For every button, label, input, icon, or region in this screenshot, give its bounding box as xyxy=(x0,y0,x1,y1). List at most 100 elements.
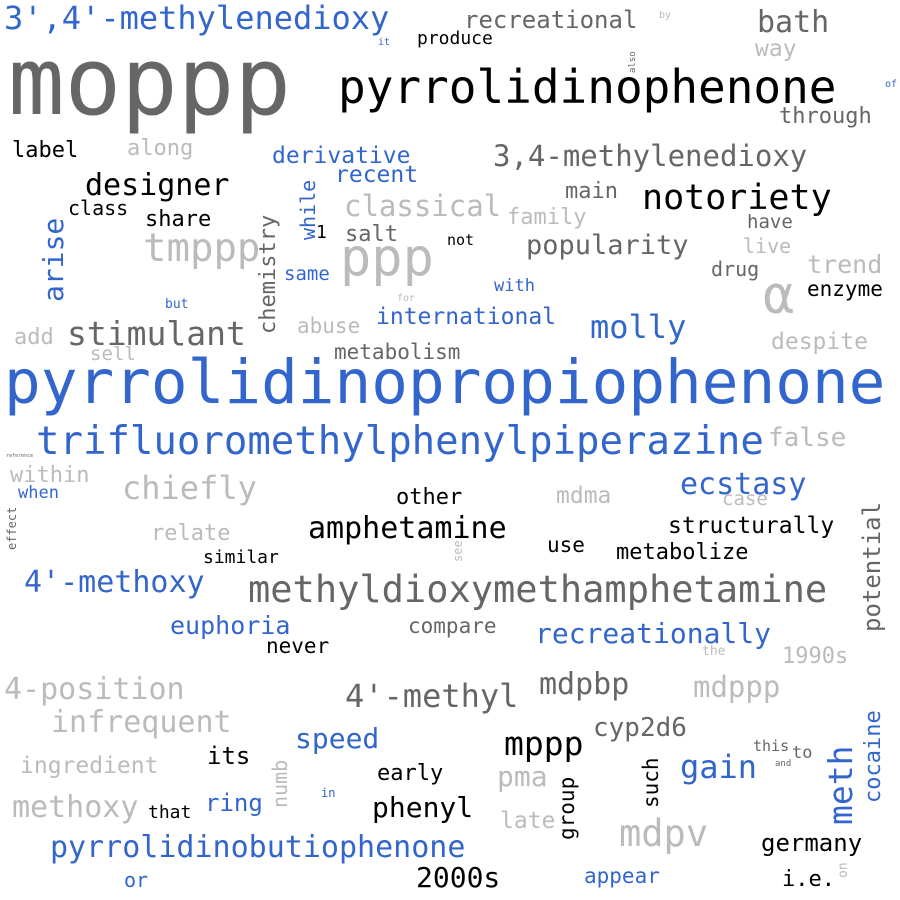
word-pma: pma xyxy=(497,760,548,793)
word-3-4-methylenedioxy-prime: 3',4'-methylenedioxy xyxy=(4,0,390,37)
word-abuse: abuse xyxy=(297,314,361,338)
word-along: along xyxy=(127,136,194,161)
word-numb: numb xyxy=(268,759,292,808)
word-such: such xyxy=(639,757,663,808)
word-way: way xyxy=(755,36,797,62)
word-it: it xyxy=(378,37,391,48)
word-germany: germany xyxy=(761,829,863,857)
word-not: not xyxy=(447,231,475,249)
word-mdpv: mdpv xyxy=(619,812,709,855)
word-metabolism: metabolism xyxy=(334,340,461,364)
word-when: when xyxy=(18,483,59,503)
word-arise: arise xyxy=(37,217,70,302)
word-to: to xyxy=(792,743,813,763)
word-mdppp: mdppp xyxy=(693,670,781,704)
word-relate: relate xyxy=(151,521,231,546)
word-this: this xyxy=(753,737,790,755)
word-potential: potential xyxy=(858,501,886,632)
word-derivative: derivative xyxy=(272,143,411,169)
word-alpha: α xyxy=(763,266,795,326)
word-4-methoxy: 4'-methoxy xyxy=(24,565,205,600)
word-designer: designer xyxy=(85,168,230,203)
word-for: for xyxy=(397,293,416,304)
word-in: in xyxy=(321,786,336,800)
word-gain: gain xyxy=(680,748,758,786)
word-while: while xyxy=(296,179,320,240)
word-and: and xyxy=(775,759,792,769)
word-produce: produce xyxy=(417,28,493,49)
word-same: same xyxy=(284,263,330,285)
word-within: within xyxy=(10,463,90,488)
word-phenyl: phenyl xyxy=(372,791,474,824)
word-case: case xyxy=(722,488,768,510)
word-4-position: 4-position xyxy=(4,672,185,707)
word-compare: compare xyxy=(408,614,497,638)
word-similar: similar xyxy=(203,547,279,568)
word-see: see xyxy=(451,540,465,562)
word-ring: ring xyxy=(205,789,263,817)
word-infrequent: infrequent xyxy=(51,705,232,740)
word-effect: effect xyxy=(5,506,19,550)
word-methyldioxymethamphetamine: methyldioxymethamphetamine xyxy=(248,568,828,611)
word-by: by xyxy=(659,10,672,21)
word-on: on xyxy=(836,862,851,878)
word-speed: speed xyxy=(295,722,380,755)
word-moppp: moppp xyxy=(8,28,291,137)
word-molly: molly xyxy=(590,308,687,346)
word-pyrrolidinobutiophenone: pyrrolidinobutiophenone xyxy=(50,830,466,865)
word-ingredient: ingredient xyxy=(20,753,159,779)
word-with: with xyxy=(494,276,535,296)
word-4-methyl: 4'-methyl xyxy=(345,677,519,715)
word-share: share xyxy=(145,207,212,232)
word-its: its xyxy=(207,742,251,770)
word-recent: recent xyxy=(335,162,419,188)
word-appear: appear xyxy=(584,864,660,888)
word-add: add xyxy=(14,325,54,350)
word-classical: classical xyxy=(344,189,502,223)
word-false: false xyxy=(768,423,847,453)
word-recreational: recreational xyxy=(464,6,638,34)
word-despite: despite xyxy=(771,329,868,355)
word-ecstasy: ecstasy xyxy=(680,467,807,502)
word-mdpbp: mdpbp xyxy=(539,667,630,702)
word-ppp: ppp xyxy=(340,228,434,288)
word-ie: i.e. xyxy=(782,867,835,892)
word-drug: drug xyxy=(711,257,760,281)
word-euphoria: euphoria xyxy=(170,611,291,640)
word-recreationally: recreationally xyxy=(535,617,772,650)
word-other: other xyxy=(396,485,463,510)
word-stimulant: stimulant xyxy=(67,314,246,353)
word-structurally: structurally xyxy=(668,513,835,539)
word-late: late xyxy=(500,808,556,834)
word-mppp: mppp xyxy=(504,724,584,763)
word-trifluoromethylphenylpiperazine: trifluoromethylphenylpiperazine xyxy=(36,419,764,464)
word-3-4-methylenedioxy: 3,4-methylenedioxy xyxy=(493,139,808,173)
word-through: through xyxy=(779,104,872,129)
word-reference: reference xyxy=(6,453,34,459)
word-notoriety: notoriety xyxy=(642,178,832,218)
word-of: of xyxy=(885,79,898,90)
word-also: also xyxy=(628,51,638,73)
word-use: use xyxy=(547,533,585,557)
word-1: 1 xyxy=(316,222,327,243)
word-group: group xyxy=(555,776,579,840)
word-popularity: popularity xyxy=(526,230,689,261)
word-1990s: 1990s xyxy=(782,644,849,669)
word-cocaine: cocaine xyxy=(861,710,886,803)
word-cyp2d6: cyp2d6 xyxy=(593,713,687,743)
word-live: live xyxy=(743,234,792,258)
word-the: the xyxy=(702,644,726,659)
word-class: class xyxy=(68,196,129,220)
word-methoxy: methoxy xyxy=(12,790,139,825)
word-trend: trend xyxy=(807,250,883,279)
word-main: main xyxy=(565,179,618,204)
word-pyrrolidinophenone: pyrrolidinophenone xyxy=(338,60,837,114)
word-or: or xyxy=(124,868,149,892)
word-bath: bath xyxy=(757,5,830,40)
word-pyrrolidinopropiophenone: pyrrolidinopropiophenone xyxy=(4,347,886,418)
word-sell: sell xyxy=(90,343,136,365)
word-but: but xyxy=(165,297,189,312)
word-meth: meth xyxy=(821,745,860,825)
word-salt: salt xyxy=(345,222,398,247)
